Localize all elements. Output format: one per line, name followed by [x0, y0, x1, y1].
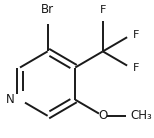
Text: F: F: [133, 30, 140, 40]
Text: O: O: [98, 109, 107, 122]
Text: CH₃: CH₃: [130, 109, 152, 122]
Text: Br: Br: [41, 3, 54, 17]
Text: N: N: [6, 93, 14, 106]
Text: F: F: [133, 63, 140, 72]
Text: F: F: [100, 5, 106, 15]
